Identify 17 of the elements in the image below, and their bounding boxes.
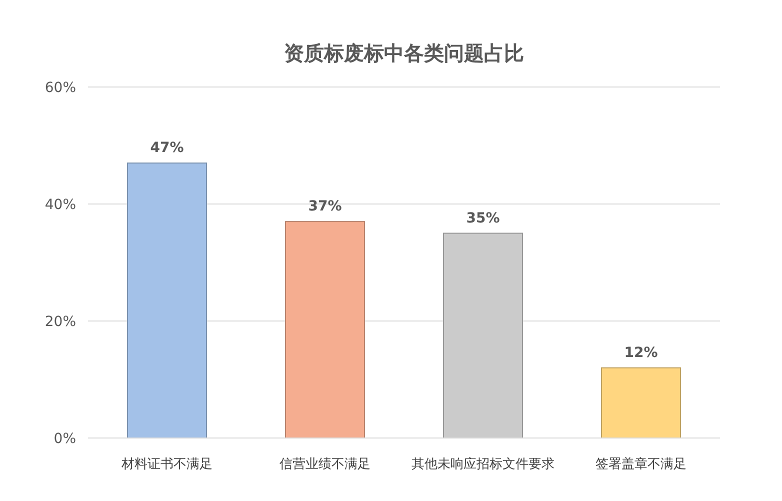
y-tick-label: 0% <box>54 431 76 447</box>
x-tick-label: 材料证书不满足 <box>120 457 212 472</box>
data-label: 47% <box>150 140 184 156</box>
y-tick-label: 60% <box>44 80 76 96</box>
x-tick-label: 签署盖章不满足 <box>596 456 686 472</box>
x-tick-label: 其他未响应招标文件要求 <box>412 456 554 472</box>
data-label: 12% <box>624 344 658 361</box>
x-tick-label: 信营业绩不满足 <box>280 457 370 472</box>
bar <box>443 232 523 438</box>
bar <box>285 221 365 438</box>
y-tick-label: 40% <box>44 197 76 213</box>
bar <box>601 367 681 438</box>
chart-title: 资质标废标中各类问题占比 <box>284 41 524 65</box>
data-label: 37% <box>308 198 342 215</box>
y-tick-label: 20% <box>44 314 76 330</box>
bar <box>127 162 207 438</box>
data-label: 35% <box>466 210 500 226</box>
